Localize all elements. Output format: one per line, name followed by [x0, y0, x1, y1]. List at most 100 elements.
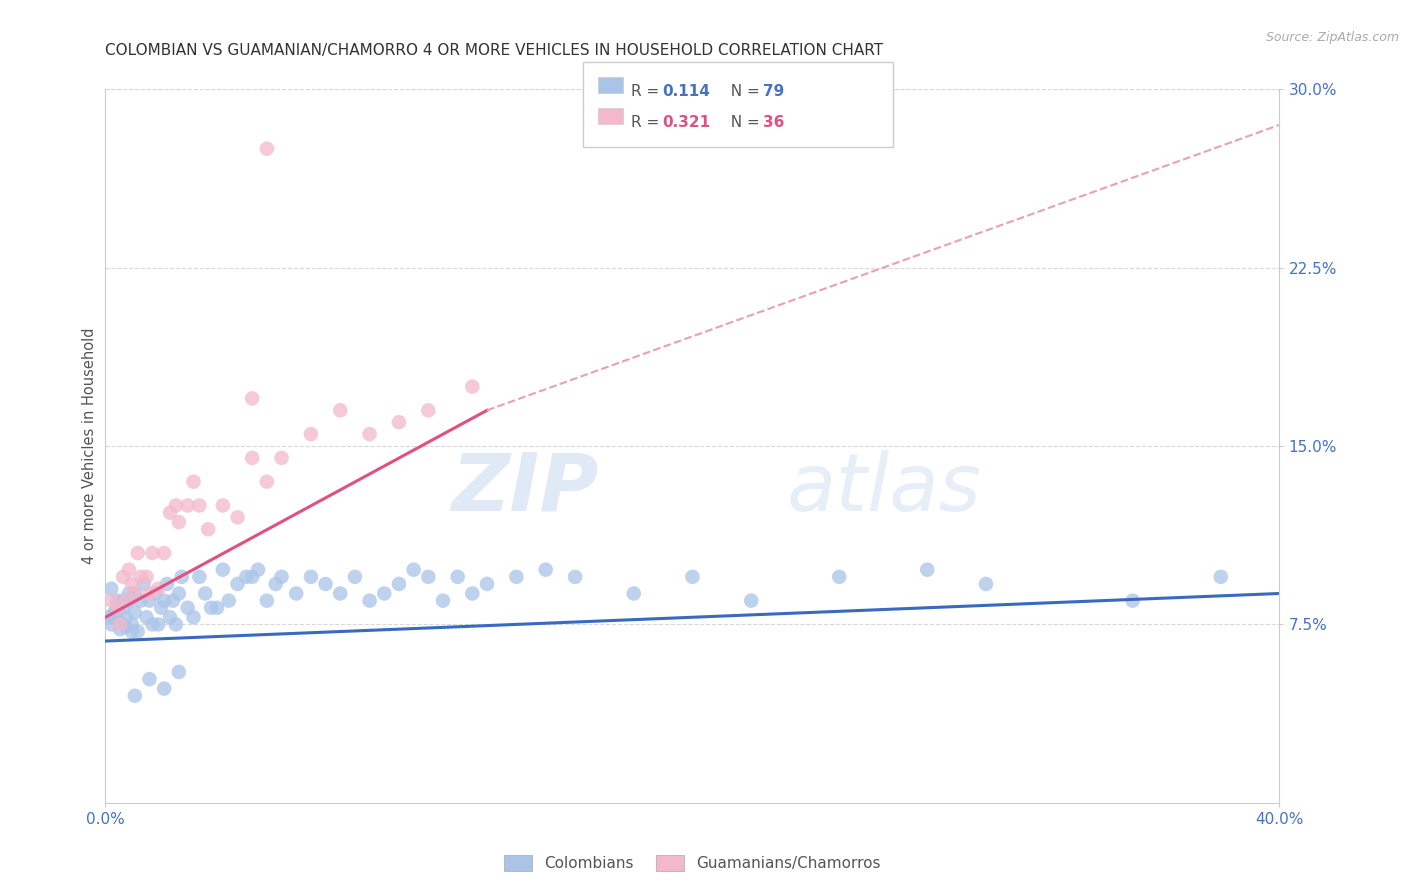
Point	[917, 563, 939, 577]
Point	[118, 586, 141, 600]
Point	[127, 624, 149, 639]
Text: 36: 36	[763, 115, 785, 130]
Point	[124, 606, 146, 620]
Text: COLOMBIAN VS GUAMANIAN/CHAMORRO 4 OR MORE VEHICLES IN HOUSEHOLD CORRELATION CHAR: COLOMBIAN VS GUAMANIAN/CHAMORRO 4 OR MOR…	[105, 43, 883, 58]
Point	[176, 600, 198, 615]
Point	[188, 570, 211, 584]
Point	[461, 379, 484, 393]
Point	[388, 577, 411, 591]
Point	[329, 403, 352, 417]
Point	[105, 600, 128, 615]
Point	[148, 617, 170, 632]
Text: atlas: atlas	[786, 450, 981, 528]
Point	[159, 506, 181, 520]
Point	[118, 563, 141, 577]
Point	[183, 475, 205, 489]
Point	[124, 689, 146, 703]
Point	[235, 570, 257, 584]
Point	[153, 681, 176, 696]
Point	[247, 563, 270, 577]
Point	[343, 570, 366, 584]
Point	[153, 546, 176, 560]
Point	[505, 570, 527, 584]
Point	[270, 450, 292, 465]
Point	[359, 593, 381, 607]
Point	[211, 563, 233, 577]
Point	[623, 586, 645, 600]
Point	[135, 570, 157, 584]
Point	[148, 582, 170, 596]
Point	[170, 570, 193, 584]
Point	[194, 586, 217, 600]
Text: 0.114: 0.114	[662, 84, 710, 99]
Point	[211, 499, 233, 513]
Point	[681, 570, 703, 584]
Text: 79: 79	[763, 84, 785, 99]
Point	[564, 570, 586, 584]
Point	[165, 617, 187, 632]
Point	[129, 570, 152, 584]
Text: R =: R =	[631, 84, 665, 99]
Point	[100, 582, 122, 596]
Text: N =: N =	[721, 115, 765, 130]
Text: Source: ZipAtlas.com: Source: ZipAtlas.com	[1265, 31, 1399, 45]
Point	[329, 586, 352, 600]
Point	[461, 586, 484, 600]
Point	[418, 403, 440, 417]
Point	[226, 577, 249, 591]
Point	[256, 142, 278, 156]
Point	[475, 577, 498, 591]
Point	[127, 546, 149, 560]
Point	[197, 522, 219, 536]
Point	[418, 570, 440, 584]
Point	[162, 593, 184, 607]
Point	[121, 617, 143, 632]
Point	[828, 570, 851, 584]
Point	[135, 610, 157, 624]
Point	[1122, 593, 1144, 607]
Point	[115, 620, 138, 634]
Point	[270, 570, 292, 584]
Text: R =: R =	[631, 115, 665, 130]
Point	[1209, 570, 1232, 584]
Point	[183, 610, 205, 624]
Text: 0.321: 0.321	[662, 115, 710, 130]
Point	[534, 563, 557, 577]
Point	[124, 586, 146, 600]
Point	[108, 615, 131, 629]
Point	[129, 593, 152, 607]
Point	[299, 570, 322, 584]
Point	[256, 475, 278, 489]
Point	[112, 570, 135, 584]
Point	[121, 624, 143, 639]
Point	[108, 622, 131, 636]
Point	[121, 577, 143, 591]
Point	[115, 610, 138, 624]
Legend: Colombians, Guamanians/Chamorros: Colombians, Guamanians/Chamorros	[498, 849, 887, 877]
Point	[105, 593, 128, 607]
Point	[118, 593, 141, 607]
Point	[138, 672, 160, 686]
Point	[373, 586, 395, 600]
Point	[97, 610, 120, 624]
Point	[240, 392, 263, 406]
Point	[200, 600, 222, 615]
Point	[256, 593, 278, 607]
Point	[176, 499, 198, 513]
Point	[156, 577, 179, 591]
Y-axis label: 4 or more Vehicles in Household: 4 or more Vehicles in Household	[82, 327, 97, 565]
Point	[138, 593, 160, 607]
Point	[240, 570, 263, 584]
Point	[100, 593, 122, 607]
Point	[205, 600, 228, 615]
Point	[165, 499, 187, 513]
Point	[432, 593, 454, 607]
Point	[264, 577, 287, 591]
Point	[112, 600, 135, 615]
Point	[112, 593, 135, 607]
Text: ZIP: ZIP	[451, 450, 599, 528]
Point	[240, 450, 263, 465]
Point	[103, 606, 125, 620]
Point	[402, 563, 425, 577]
Point	[141, 546, 163, 560]
